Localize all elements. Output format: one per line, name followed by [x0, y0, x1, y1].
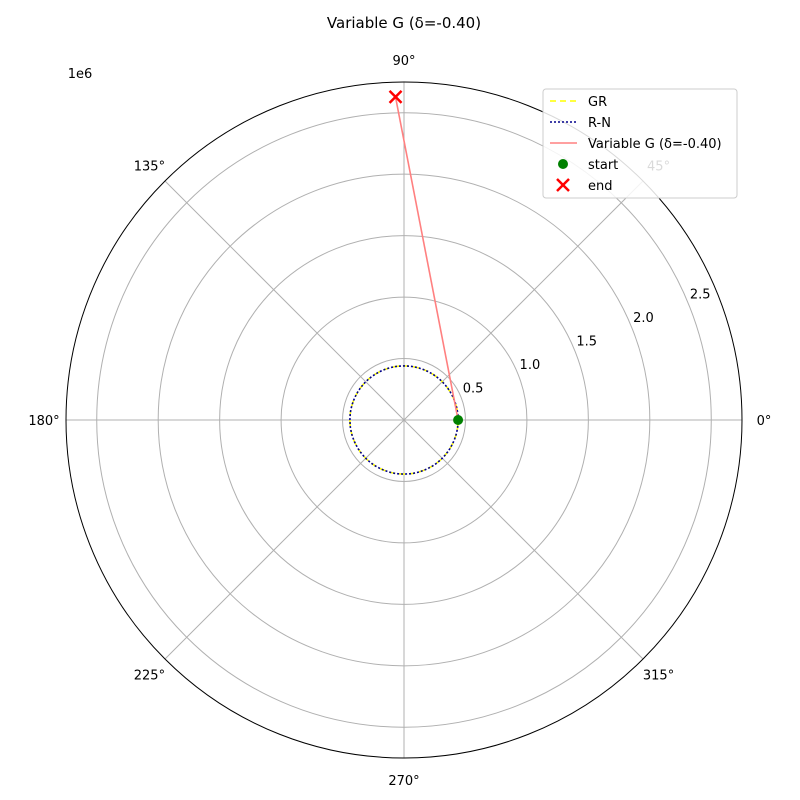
legend-entry: end: [556, 178, 613, 194]
radial-tick-label: 2.5: [690, 287, 711, 302]
radial-tick-label: 1.0: [520, 358, 541, 373]
radial-scale-label: 1e6: [68, 67, 93, 82]
angular-tick-label: 225°: [134, 669, 165, 684]
grid-layer: [66, 82, 742, 758]
angular-tick-label: 0°: [757, 414, 772, 429]
radial-tick-label: 2.0: [633, 311, 654, 326]
series-layer: [349, 89, 464, 475]
legend-entry: Variable G (δ=-0.40): [550, 137, 722, 152]
angular-tick-label: 90°: [392, 54, 415, 69]
legend-label: Variable G (δ=-0.40): [588, 137, 722, 152]
series-line: [349, 365, 459, 475]
series-line: [349, 365, 459, 475]
polar-frame: [65, 81, 743, 759]
legend-entry: GR: [550, 95, 607, 110]
angular-tick-label: 315°: [643, 669, 674, 684]
angular-gridline: [403, 180, 644, 421]
angular-gridline: [164, 180, 405, 421]
series-line: [394, 96, 459, 421]
legend-swatch: [556, 178, 570, 192]
radial-tick-label: 0.5: [463, 381, 484, 396]
chart-title: Variable G (δ=-0.40): [327, 14, 481, 32]
legend-label: start: [588, 158, 618, 173]
legend-entry: start: [558, 158, 618, 173]
radial-tick-label: 1.5: [576, 334, 597, 349]
angular-tick-label: 180°: [28, 414, 59, 429]
angular-tick-label: 270°: [388, 774, 419, 789]
legend-label: GR: [588, 95, 607, 110]
angular-gridline: [164, 419, 405, 660]
legend-entry: R-N: [550, 116, 611, 131]
legend-swatch: [558, 159, 568, 169]
end-marker: [388, 89, 403, 104]
legend-label: R-N: [588, 116, 611, 131]
legend: GR R-N Variable G (δ=-0.40) start end: [542, 88, 738, 199]
angular-tick-label: 135°: [134, 159, 165, 174]
start-marker: [453, 415, 464, 425]
legend-box: [542, 88, 738, 199]
legend-label: end: [588, 179, 613, 194]
angular-gridline: [403, 419, 644, 660]
